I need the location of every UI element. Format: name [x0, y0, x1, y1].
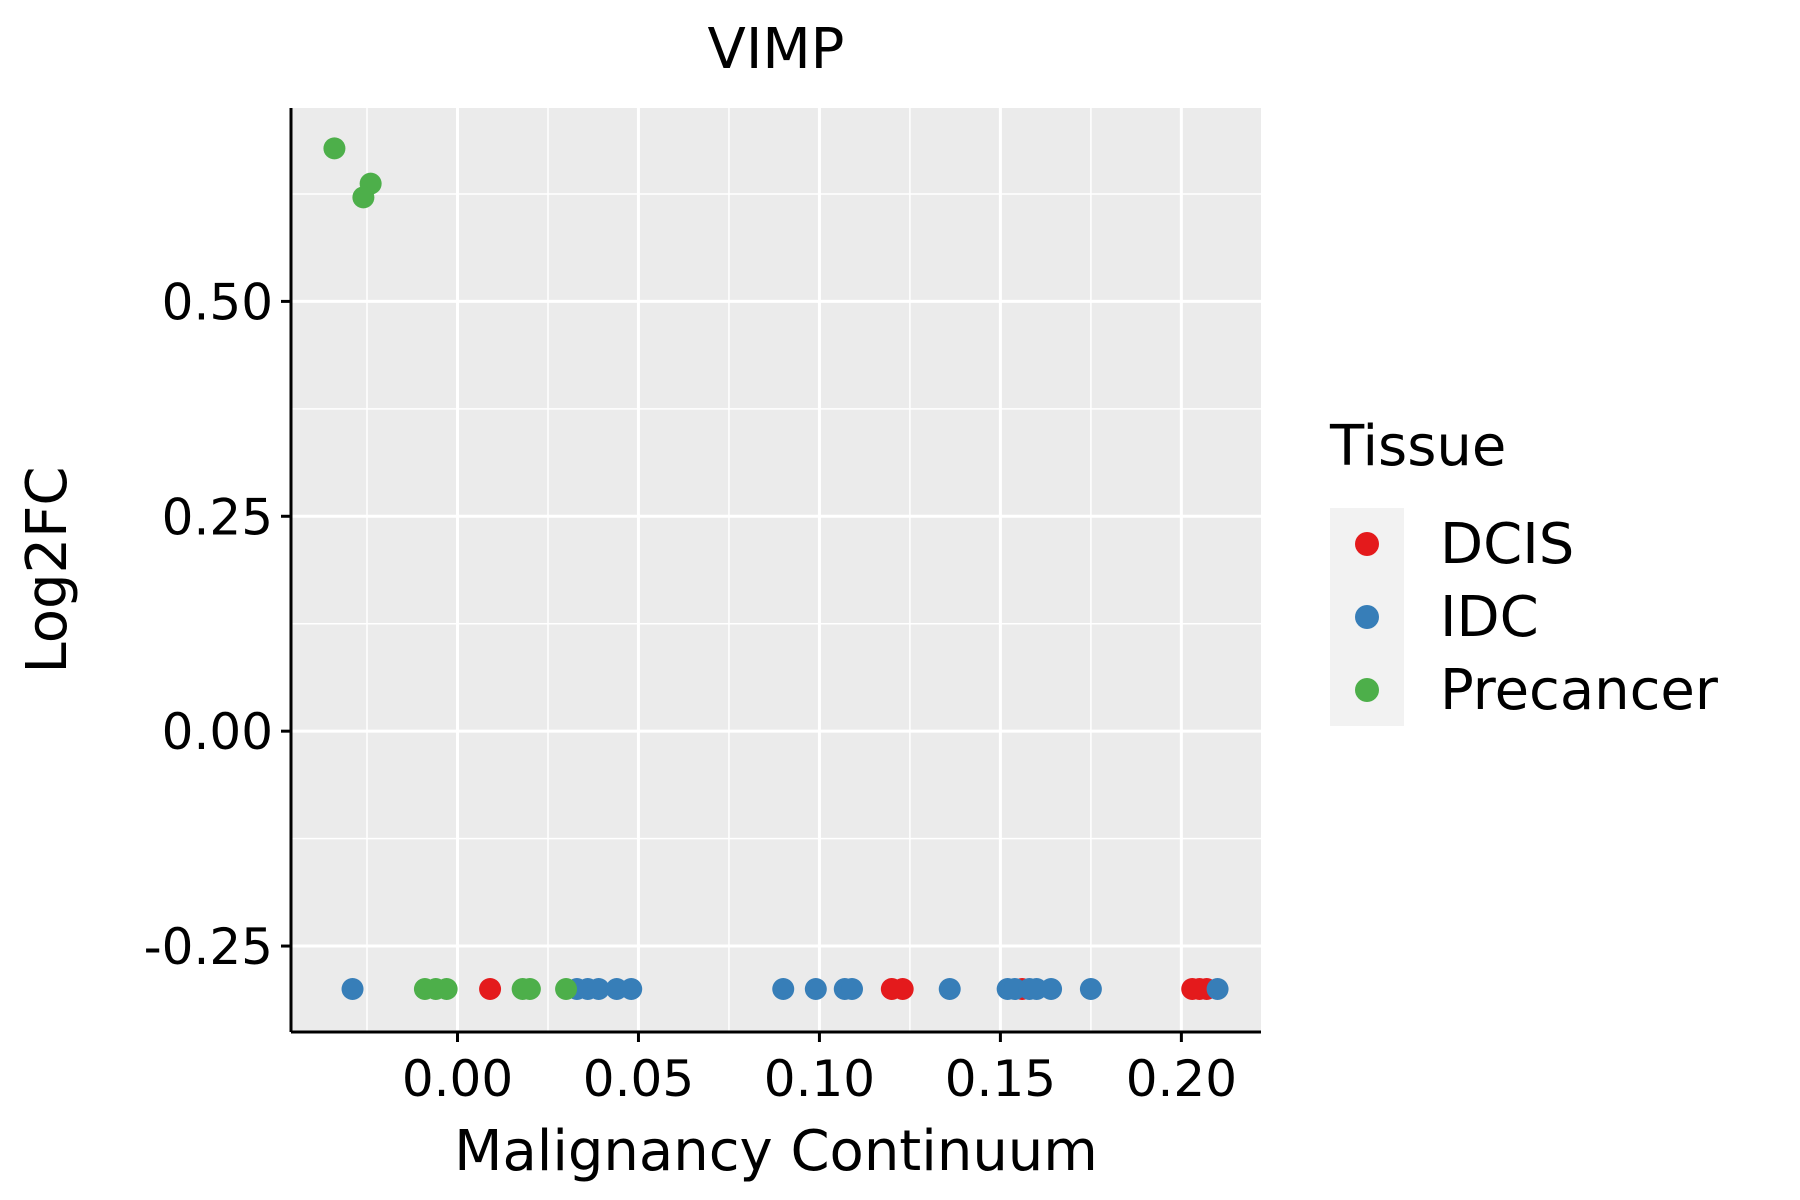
x-axis-ticks: 0.00 0.05 0.10 0.15 0.20 [402, 1032, 1237, 1108]
y-tick-label: -0.25 [144, 918, 273, 976]
legend-key-idc [1355, 605, 1379, 629]
legend-label-dcis: DCIS [1440, 512, 1574, 577]
y-tick-label: 0.00 [162, 703, 273, 761]
grid-minor [291, 108, 1261, 1032]
point-idc [341, 978, 364, 1001]
point-precancer [352, 186, 375, 209]
x-tick-label: 0.00 [402, 1050, 513, 1108]
grid-major [291, 108, 1261, 1032]
x-tick-label: 0.20 [1126, 1050, 1237, 1108]
plot-panel [291, 108, 1261, 1032]
point-idc [1040, 978, 1063, 1001]
legend: Tissue DCIS IDC Precancer [1329, 414, 1719, 726]
legend-key-dcis [1355, 532, 1379, 556]
x-tick-label: 0.15 [945, 1050, 1056, 1108]
point-idc [620, 978, 643, 1001]
y-axis-ticks: -0.25 0.00 0.25 0.50 [144, 273, 291, 976]
data-points [323, 137, 1229, 1001]
point-precancer [518, 978, 541, 1001]
point-dcis [891, 978, 914, 1001]
y-axis-title: Log2FC [15, 467, 80, 674]
point-idc [772, 978, 795, 1001]
x-tick-label: 0.05 [583, 1050, 694, 1108]
point-idc [1079, 978, 1102, 1001]
point-precancer [435, 978, 458, 1001]
point-dcis [479, 978, 502, 1001]
legend-title: Tissue [1329, 414, 1506, 479]
legend-label-idc: IDC [1440, 585, 1539, 650]
x-tick-label: 0.10 [764, 1050, 875, 1108]
point-idc [804, 978, 827, 1001]
legend-key-precancer [1355, 678, 1379, 702]
point-precancer [555, 978, 578, 1001]
chart-title: VIMP [708, 17, 845, 82]
y-tick-label: 0.25 [162, 488, 273, 546]
legend-label-precancer: Precancer [1440, 658, 1719, 723]
point-idc [841, 978, 864, 1001]
point-idc [587, 978, 610, 1001]
y-tick-label: 0.50 [162, 273, 273, 331]
x-axis-title: Malignancy Continuum [454, 1119, 1098, 1184]
point-idc [1206, 978, 1229, 1001]
point-precancer [323, 137, 346, 160]
point-idc [938, 978, 961, 1001]
